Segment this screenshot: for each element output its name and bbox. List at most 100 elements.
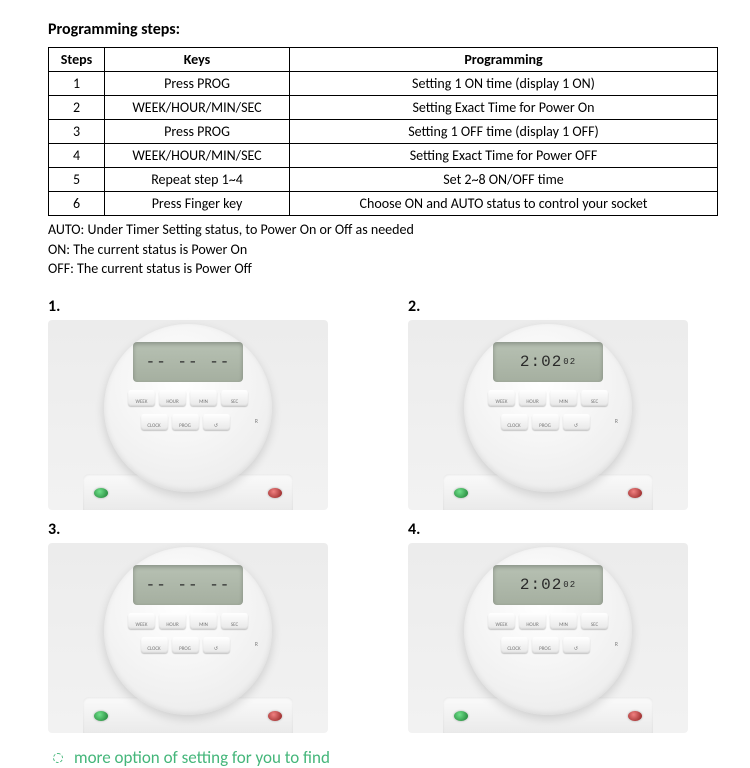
lcd-display: 2:0202	[493, 565, 603, 605]
device-button[interactable]: SEC	[581, 390, 608, 406]
device-step-number: 1.	[48, 297, 368, 316]
device-button[interactable]: WEEK	[488, 613, 515, 629]
device-button[interactable]: HOUR	[159, 613, 186, 629]
table-cell: 5	[49, 168, 105, 192]
device-button[interactable]: SEC	[221, 613, 248, 629]
button-row-1: WEEKHOURMINSEC	[488, 613, 608, 629]
device-button[interactable]: CLOCK	[141, 637, 168, 653]
device-grid: 1.-- -- --WEEKHOURMINSECCLOCKPROG↺R2.2:0…	[48, 297, 728, 733]
table-cell: Set 2~8 ON/OFF time	[290, 168, 718, 192]
table-header-row: Steps Keys Programming	[49, 48, 718, 72]
led-green-icon	[454, 488, 468, 498]
device-button[interactable]: WEEK	[128, 613, 155, 629]
lcd-main: -- -- --	[146, 353, 231, 371]
reset-label: R	[255, 417, 258, 425]
device-cell: 3.-- -- --WEEKHOURMINSECCLOCKPROG↺R	[48, 520, 368, 733]
status-notes: AUTO: Under Timer Setting status, to Pow…	[48, 220, 720, 279]
lcd-seconds: 02	[563, 580, 576, 590]
timer-device: 2:0202WEEKHOURMINSECCLOCKPROG↺R	[408, 543, 688, 733]
table-cell: Setting 1 OFF time (display 1 OFF)	[290, 120, 718, 144]
table-cell: Setting Exact Time for Power On	[290, 96, 718, 120]
device-button[interactable]: PROG	[172, 637, 199, 653]
device-button[interactable]: WEEK	[488, 390, 515, 406]
device-step-number: 4.	[408, 520, 728, 539]
device-button[interactable]: MIN	[190, 390, 217, 406]
note-line: OFF: The current status is Power Off	[48, 259, 720, 279]
device-button[interactable]: HOUR	[159, 390, 186, 406]
device-button[interactable]: HOUR	[519, 390, 546, 406]
table-cell: Press PROG	[105, 72, 290, 96]
lcd-seconds: 02	[563, 357, 576, 367]
lightbulb-icon	[48, 748, 66, 766]
button-row-2: CLOCKPROG↺	[141, 414, 230, 430]
device-button[interactable]: ↺	[203, 637, 230, 653]
led-green-icon	[454, 711, 468, 721]
button-row-1: WEEKHOURMINSEC	[128, 390, 248, 406]
col-steps: Steps	[49, 48, 105, 72]
device-button[interactable]: CLOCK	[141, 414, 168, 430]
device-cell: 4.2:0202WEEKHOURMINSECCLOCKPROG↺R	[408, 520, 728, 733]
device-button[interactable]: PROG	[172, 414, 199, 430]
device-dial: -- -- --WEEKHOURMINSECCLOCKPROG↺R	[104, 547, 272, 715]
device-button[interactable]: CLOCK	[501, 637, 528, 653]
lcd-main: 2:02	[520, 353, 562, 371]
programming-steps-table: Steps Keys Programming 1Press PROGSettin…	[48, 47, 718, 216]
device-dial: 2:0202WEEKHOURMINSECCLOCKPROG↺R	[464, 547, 632, 715]
timer-device: -- -- -- WEEKHOURMINSEC CLOCKPROG↺ R	[48, 320, 328, 510]
table-cell: Setting Exact Time for Power OFF	[290, 144, 718, 168]
table-row: 6Press Finger keyChoose ON and AUTO stat…	[49, 192, 718, 216]
device-cell: 1. -- -- -- WEEKHOURMINSEC CLOCKPROG↺ R	[48, 297, 368, 510]
table-row: 5Repeat step 1~4Set 2~8 ON/OFF time	[49, 168, 718, 192]
reset-label: R	[615, 417, 618, 425]
table-row: 3Press PROGSetting 1 OFF time (display 1…	[49, 120, 718, 144]
table-cell: Press Finger key	[105, 192, 290, 216]
button-row-2: CLOCKPROG↺	[501, 414, 590, 430]
table-cell: 4	[49, 144, 105, 168]
device-button[interactable]: PROG	[532, 637, 559, 653]
lcd-display: 2:0202	[493, 342, 603, 382]
table-row: 2WEEK/HOUR/MIN/SECSetting Exact Time for…	[49, 96, 718, 120]
table-cell: 6	[49, 192, 105, 216]
table-row: 1Press PROGSetting 1 ON time (display 1 …	[49, 72, 718, 96]
table-cell: Press PROG	[105, 120, 290, 144]
button-row-1: WEEKHOURMINSEC	[488, 390, 608, 406]
table-cell: 3	[49, 120, 105, 144]
note-line: ON: The current status is Power On	[48, 240, 720, 260]
timer-device: -- -- --WEEKHOURMINSECCLOCKPROG↺R	[48, 543, 328, 733]
lcd-display: -- -- --	[133, 342, 243, 382]
device-cell: 2. 2:0202 WEEKHOURMINSEC CLOCKPROG↺ R	[408, 297, 728, 510]
note-line: AUTO: Under Timer Setting status, to Pow…	[48, 220, 720, 240]
device-step-number: 2.	[408, 297, 728, 316]
device-dial: -- -- -- WEEKHOURMINSEC CLOCKPROG↺ R	[104, 324, 272, 492]
timer-device: 2:0202 WEEKHOURMINSEC CLOCKPROG↺ R	[408, 320, 688, 510]
device-button[interactable]: ↺	[563, 637, 590, 653]
table-row: 4WEEK/HOUR/MIN/SECSetting Exact Time for…	[49, 144, 718, 168]
lcd-main: -- -- --	[146, 576, 231, 594]
table-cell: WEEK/HOUR/MIN/SEC	[105, 96, 290, 120]
led-red-icon	[268, 711, 282, 721]
device-button[interactable]: MIN	[190, 613, 217, 629]
device-button[interactable]: HOUR	[519, 613, 546, 629]
table-cell: WEEK/HOUR/MIN/SEC	[105, 144, 290, 168]
device-button[interactable]: ↺	[563, 414, 590, 430]
button-row-1: WEEKHOURMINSEC	[128, 613, 248, 629]
button-row-2: CLOCKPROG↺	[141, 637, 230, 653]
device-button[interactable]: SEC	[221, 390, 248, 406]
device-button[interactable]: ↺	[203, 414, 230, 430]
device-button[interactable]: MIN	[550, 613, 577, 629]
led-red-icon	[268, 488, 282, 498]
device-button[interactable]: MIN	[550, 390, 577, 406]
col-keys: Keys	[105, 48, 290, 72]
table-cell: Setting 1 ON time (display 1 ON)	[290, 72, 718, 96]
lcd-display: -- -- --	[133, 565, 243, 605]
device-dial: 2:0202 WEEKHOURMINSEC CLOCKPROG↺ R	[464, 324, 632, 492]
device-button[interactable]: PROG	[532, 414, 559, 430]
col-programming: Programming	[290, 48, 718, 72]
device-button[interactable]: CLOCK	[501, 414, 528, 430]
table-cell: 2	[49, 96, 105, 120]
device-button[interactable]: WEEK	[128, 390, 155, 406]
led-green-icon	[94, 488, 108, 498]
button-row-2: CLOCKPROG↺	[501, 637, 590, 653]
lcd-main: 2:02	[520, 576, 562, 594]
device-button[interactable]: SEC	[581, 613, 608, 629]
